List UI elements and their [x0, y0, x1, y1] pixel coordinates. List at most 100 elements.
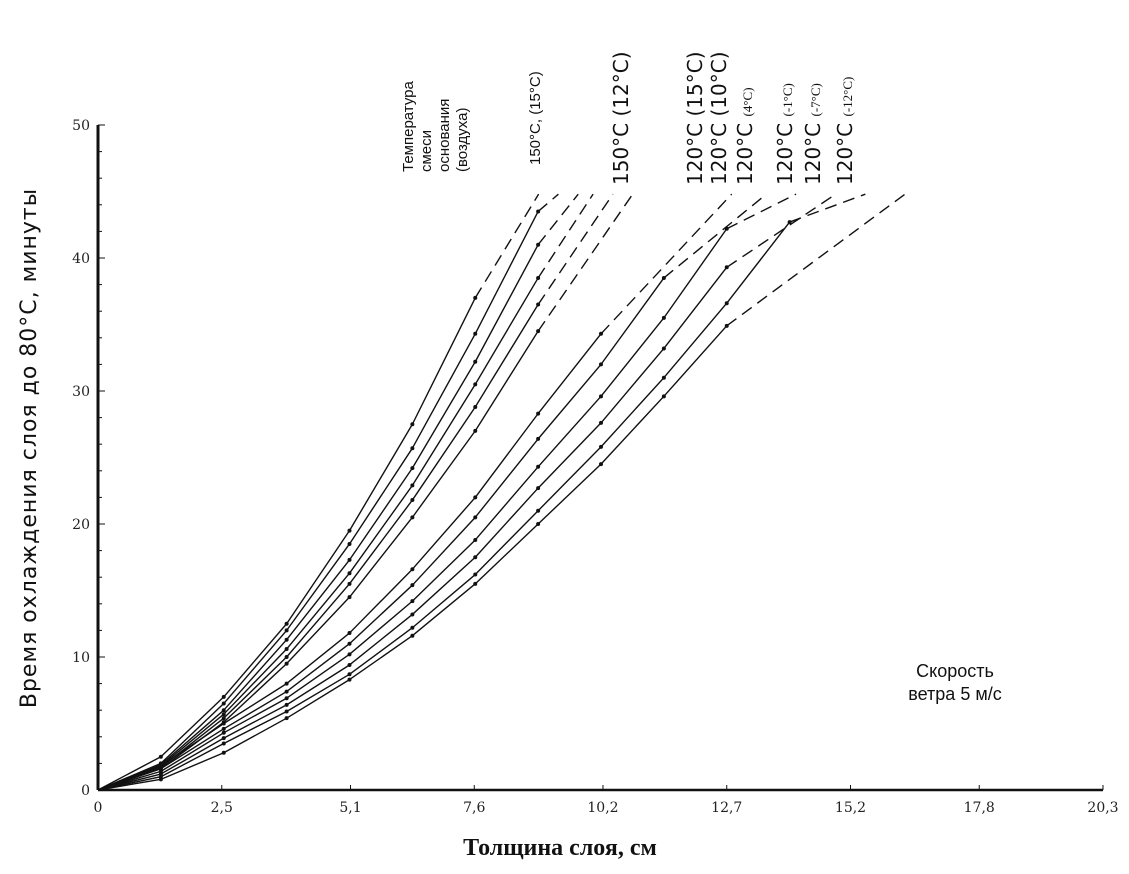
data-point [473, 537, 478, 542]
series-label-mix: 150°С, [527, 115, 544, 165]
y-tick-label: 20 [72, 517, 90, 533]
data-point [284, 681, 289, 686]
x-tick-label: 10,2 [587, 800, 618, 816]
series-extrapolation [663, 193, 767, 279]
series-label-text: 120°С (4°С) [733, 87, 757, 185]
series-label-mix: 120°С [733, 117, 757, 186]
data-point [473, 382, 478, 387]
series-label: 120°С (4°С) [733, 87, 757, 185]
series-label-base: (12°С) [609, 51, 633, 116]
data-point [536, 522, 541, 526]
series-label: 150°С, (15°С) [527, 71, 544, 165]
series-labels: 150°С, (15°С)150°С (12°С)120°С (15°С)120… [527, 51, 857, 185]
data-point [347, 631, 352, 636]
series-line [97, 221, 791, 791]
data-point [221, 750, 226, 755]
data-point [473, 428, 478, 433]
y-tick-label: 10 [72, 650, 90, 666]
series-line [97, 277, 665, 791]
data-point [410, 583, 415, 588]
y-tick-label: 30 [72, 384, 90, 400]
data-point [284, 689, 289, 694]
data-point [347, 672, 352, 677]
data-point [284, 637, 289, 642]
series-line [97, 266, 728, 791]
data-point [473, 555, 478, 560]
x-tick-label: 15,2 [835, 800, 866, 816]
data-point [661, 315, 666, 320]
data-point [347, 641, 352, 646]
data-point [221, 736, 226, 741]
data-point [473, 495, 478, 500]
series-label-mix: 120°С [683, 117, 707, 186]
data-point [410, 483, 415, 488]
series-label-mix: 120°С [707, 117, 731, 186]
legend-header: Температура смеси основания (воздуха) [400, 80, 471, 172]
x-tick-label: 2,5 [211, 800, 233, 816]
series-label-mix: 120°С [773, 117, 797, 186]
data-point [661, 394, 666, 399]
data-point [410, 567, 415, 572]
x-tick-label: 7,6 [463, 800, 485, 816]
series-extrapolation [537, 193, 559, 212]
x-tick-label: 20,3 [1087, 800, 1118, 816]
x-tick-label: 0 [94, 800, 103, 816]
series-line [97, 330, 539, 791]
y-tick-label: 50 [72, 118, 90, 134]
data-point [347, 528, 352, 533]
data-point [221, 730, 226, 735]
data-point [598, 420, 603, 425]
series-label: 120°С (15°С) [683, 51, 707, 185]
data-point [284, 716, 289, 721]
series-label-base: (10°С) [707, 51, 731, 116]
data-point [410, 422, 415, 427]
series-extrapolation [726, 193, 906, 327]
series-label: 120°С (-12°С) [833, 77, 857, 185]
y-tick-label: 40 [72, 251, 90, 267]
data-point [347, 557, 352, 562]
wind-annotation-line1: Скорость [916, 661, 994, 681]
data-point [284, 709, 289, 714]
data-point [598, 362, 603, 367]
data-point [410, 466, 415, 471]
series-label-base: (15°С) [527, 71, 544, 115]
data-point [347, 652, 352, 657]
data-point [221, 741, 226, 746]
data-point [473, 359, 478, 364]
data-point [284, 702, 289, 707]
series-label-base: (-7°С) [808, 83, 823, 116]
series-extrapolation [600, 193, 733, 335]
data-point [221, 712, 226, 717]
series-extrapolation [789, 193, 866, 223]
series-extrapolation [537, 193, 634, 332]
data-point [221, 694, 226, 699]
series-label-text: 150°С (12°С) [609, 51, 633, 185]
data-point [410, 633, 415, 638]
data-point [473, 581, 478, 586]
x-tick-label: 17,8 [964, 800, 995, 816]
curves [97, 193, 906, 791]
data-point [284, 628, 289, 633]
x-tick-label: 12,7 [711, 800, 742, 816]
data-point [284, 661, 289, 666]
data-point [473, 404, 478, 409]
data-point [347, 581, 352, 586]
series-label-text: 120°С (-12°С) [833, 77, 857, 185]
series-line [97, 244, 539, 791]
series-label: 120°С (-1°С) [773, 83, 797, 185]
data-point [221, 726, 226, 731]
x-axis-label: Толщина слоя, см [463, 835, 657, 861]
data-point [410, 498, 415, 503]
data-point [158, 777, 163, 782]
data-point [221, 716, 226, 721]
data-point [536, 464, 541, 469]
data-point [284, 647, 289, 652]
series-label-base: (4°С) [740, 87, 755, 116]
data-point [410, 612, 415, 617]
data-point [410, 515, 415, 520]
series-line [97, 277, 539, 791]
legend-header-line: (воздуха) [454, 108, 471, 172]
series-line [97, 325, 728, 791]
data-point [347, 541, 352, 546]
